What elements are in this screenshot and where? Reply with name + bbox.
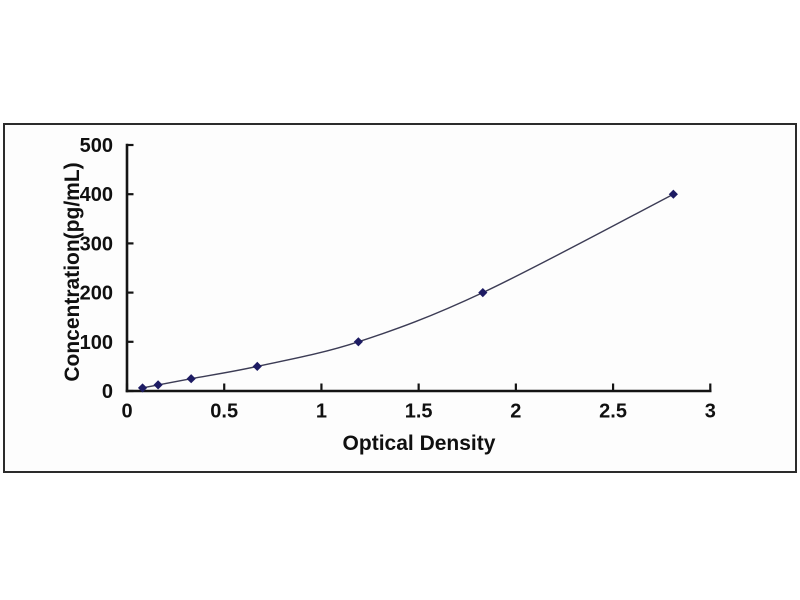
x-axis-ticks: 0 0.5 1 1.5 2 2.5 3 bbox=[121, 383, 716, 423]
curve-line bbox=[142, 193, 674, 389]
y-tick-label: 500 bbox=[80, 135, 113, 157]
data-point-marker bbox=[153, 380, 163, 390]
x-tick-label: 3 bbox=[705, 401, 716, 423]
data-points bbox=[137, 189, 678, 393]
x-axis-title: Optical Density bbox=[343, 432, 496, 455]
data-point-marker bbox=[137, 383, 148, 393]
x-tick-label: 0 bbox=[121, 401, 132, 423]
x-tick-label: 1.5 bbox=[405, 401, 433, 423]
data-point-marker bbox=[186, 374, 196, 384]
data-point-marker bbox=[353, 337, 363, 347]
y-tick-label: 200 bbox=[80, 283, 113, 305]
y-tick-label: 100 bbox=[80, 332, 113, 354]
y-tick-label: 0 bbox=[102, 381, 113, 403]
data-point-marker bbox=[478, 288, 488, 298]
x-tick-label: 1 bbox=[316, 401, 327, 423]
x-tick-label: 2.5 bbox=[599, 401, 627, 423]
y-tick-label: 300 bbox=[80, 233, 113, 255]
y-axis-ticks: 0 100 200 300 400 500 bbox=[80, 135, 134, 403]
x-tick-label: 0.5 bbox=[210, 401, 238, 423]
y-tick-label: 400 bbox=[80, 184, 113, 206]
y-axis-title: Concentration(pg/mL) bbox=[61, 162, 84, 381]
x-tick-label: 2 bbox=[510, 401, 521, 423]
plot-panel bbox=[3, 123, 797, 473]
data-point-marker bbox=[252, 361, 262, 371]
data-point-marker bbox=[668, 189, 678, 199]
